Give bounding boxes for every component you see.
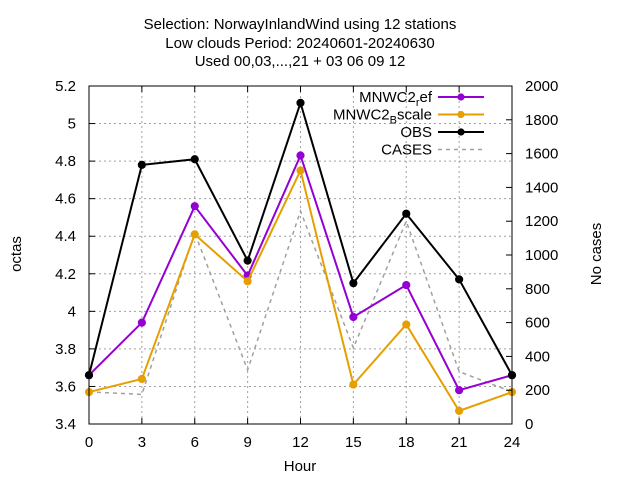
x-tick-label: 3 xyxy=(138,434,146,451)
series-group xyxy=(84,98,517,415)
legend-item-cases: CASES xyxy=(381,142,484,159)
legend-label-subscript: r xyxy=(416,97,420,109)
y2-tick-label: 200 xyxy=(525,382,550,399)
data-point xyxy=(349,380,358,389)
legend-label-name: OBS xyxy=(400,124,432,141)
legend-label: MNWC2ref xyxy=(359,89,433,109)
legend-label-suffix: scale xyxy=(397,107,432,124)
y2-axis-label: No cases xyxy=(588,223,605,286)
y-tick-label: 3.4 xyxy=(55,416,76,433)
y-tick-label: 4 xyxy=(68,303,76,320)
y-tick-label: 4.8 xyxy=(55,153,76,170)
data-point xyxy=(243,256,252,265)
legend-label-name: MNWC2 xyxy=(333,107,390,124)
data-point xyxy=(137,318,146,327)
legend-label-name: MNWC2 xyxy=(359,89,416,106)
data-point xyxy=(296,151,305,160)
y2-tick-label: 600 xyxy=(525,315,550,332)
data-point xyxy=(190,230,199,239)
y-tick-label: 4.2 xyxy=(55,266,76,283)
legend-label: OBS xyxy=(400,124,432,141)
title-line-3: Used 00,03,...,21 + 03 06 09 12 xyxy=(195,53,406,70)
legend-label-name: CASES xyxy=(381,142,432,159)
data-point xyxy=(296,166,305,175)
x-tick-label: 24 xyxy=(504,434,521,451)
legend-item-mnwc2-bscale: MNWC2Bscale xyxy=(333,107,484,127)
y-tick-label: 3.6 xyxy=(55,378,76,395)
y2-tick-label: 1400 xyxy=(525,179,558,196)
legend-item-obs: OBS xyxy=(400,124,484,141)
legend-label: MNWC2Bscale xyxy=(333,107,432,127)
data-point xyxy=(455,406,464,415)
data-point xyxy=(402,280,411,290)
data-point xyxy=(455,386,464,395)
x-tick-label: 0 xyxy=(85,434,93,451)
y2-tick-label: 0 xyxy=(525,416,533,433)
data-point xyxy=(137,160,146,169)
y2-tick-label: 800 xyxy=(525,281,550,298)
y-tick-label: 3.8 xyxy=(55,341,76,358)
data-point xyxy=(190,202,199,211)
data-point xyxy=(349,312,358,322)
x-axis-label: Hour xyxy=(284,458,317,475)
legend-marker xyxy=(457,110,465,119)
data-point xyxy=(243,277,252,286)
y2-tick-label: 1200 xyxy=(525,213,558,230)
legend-label-subscript: B xyxy=(390,115,397,127)
y2-tick-label: 1800 xyxy=(525,112,558,129)
y-axis-label: octas xyxy=(8,236,25,272)
series-cases xyxy=(88,208,513,396)
y-tick-label: 5 xyxy=(68,116,76,133)
y2-tick-label: 1600 xyxy=(525,146,558,163)
data-point xyxy=(349,279,358,288)
series-line-cases xyxy=(88,208,513,396)
legend-label-suffix: ef xyxy=(419,89,432,106)
x-tick-label: 12 xyxy=(292,434,309,451)
y2-tick-label: 400 xyxy=(525,348,550,365)
y2-tick-label: 2000 xyxy=(525,78,558,95)
y-tick-label: 4.6 xyxy=(55,191,76,208)
tick-labels: 0 3 6 9 12 15 18 21 24 3.4 3.6 3.8 4 4.2 4.4 4.6 4.8 5 5.2… xyxy=(55,78,558,451)
title-line-1: Selection: NorwayInlandWind using 12 sta… xyxy=(144,16,457,33)
series-line-obs xyxy=(88,99,513,376)
data-point xyxy=(402,209,411,218)
y2-tick-label: 1000 xyxy=(525,247,558,264)
y-tick-label: 5.2 xyxy=(55,78,76,95)
data-point xyxy=(402,320,411,329)
title-line-2: Low clouds Period: 20240601-20240630 xyxy=(165,35,434,52)
series-mnwc2-bscale xyxy=(84,166,517,415)
x-tick-label: 15 xyxy=(345,434,362,451)
data-point xyxy=(190,155,199,164)
legend-item-mnwc2-ref: MNWC2ref xyxy=(359,89,484,109)
legend-marker xyxy=(457,93,465,101)
legend-marker xyxy=(457,128,465,136)
legend-label: CASES xyxy=(381,142,432,159)
grid xyxy=(89,86,512,424)
y-tick-label: 4.4 xyxy=(55,228,76,245)
data-point xyxy=(296,98,305,108)
x-tick-label: 6 xyxy=(191,434,199,451)
chart-title: Selection: NorwayInlandWind using 12 sta… xyxy=(144,16,457,70)
data-point xyxy=(137,374,146,384)
data-point xyxy=(455,275,464,284)
ticks xyxy=(88,85,513,425)
x-tick-label: 18 xyxy=(398,434,415,451)
x-tick-label: 9 xyxy=(243,434,251,451)
x-tick-label: 21 xyxy=(451,434,468,451)
